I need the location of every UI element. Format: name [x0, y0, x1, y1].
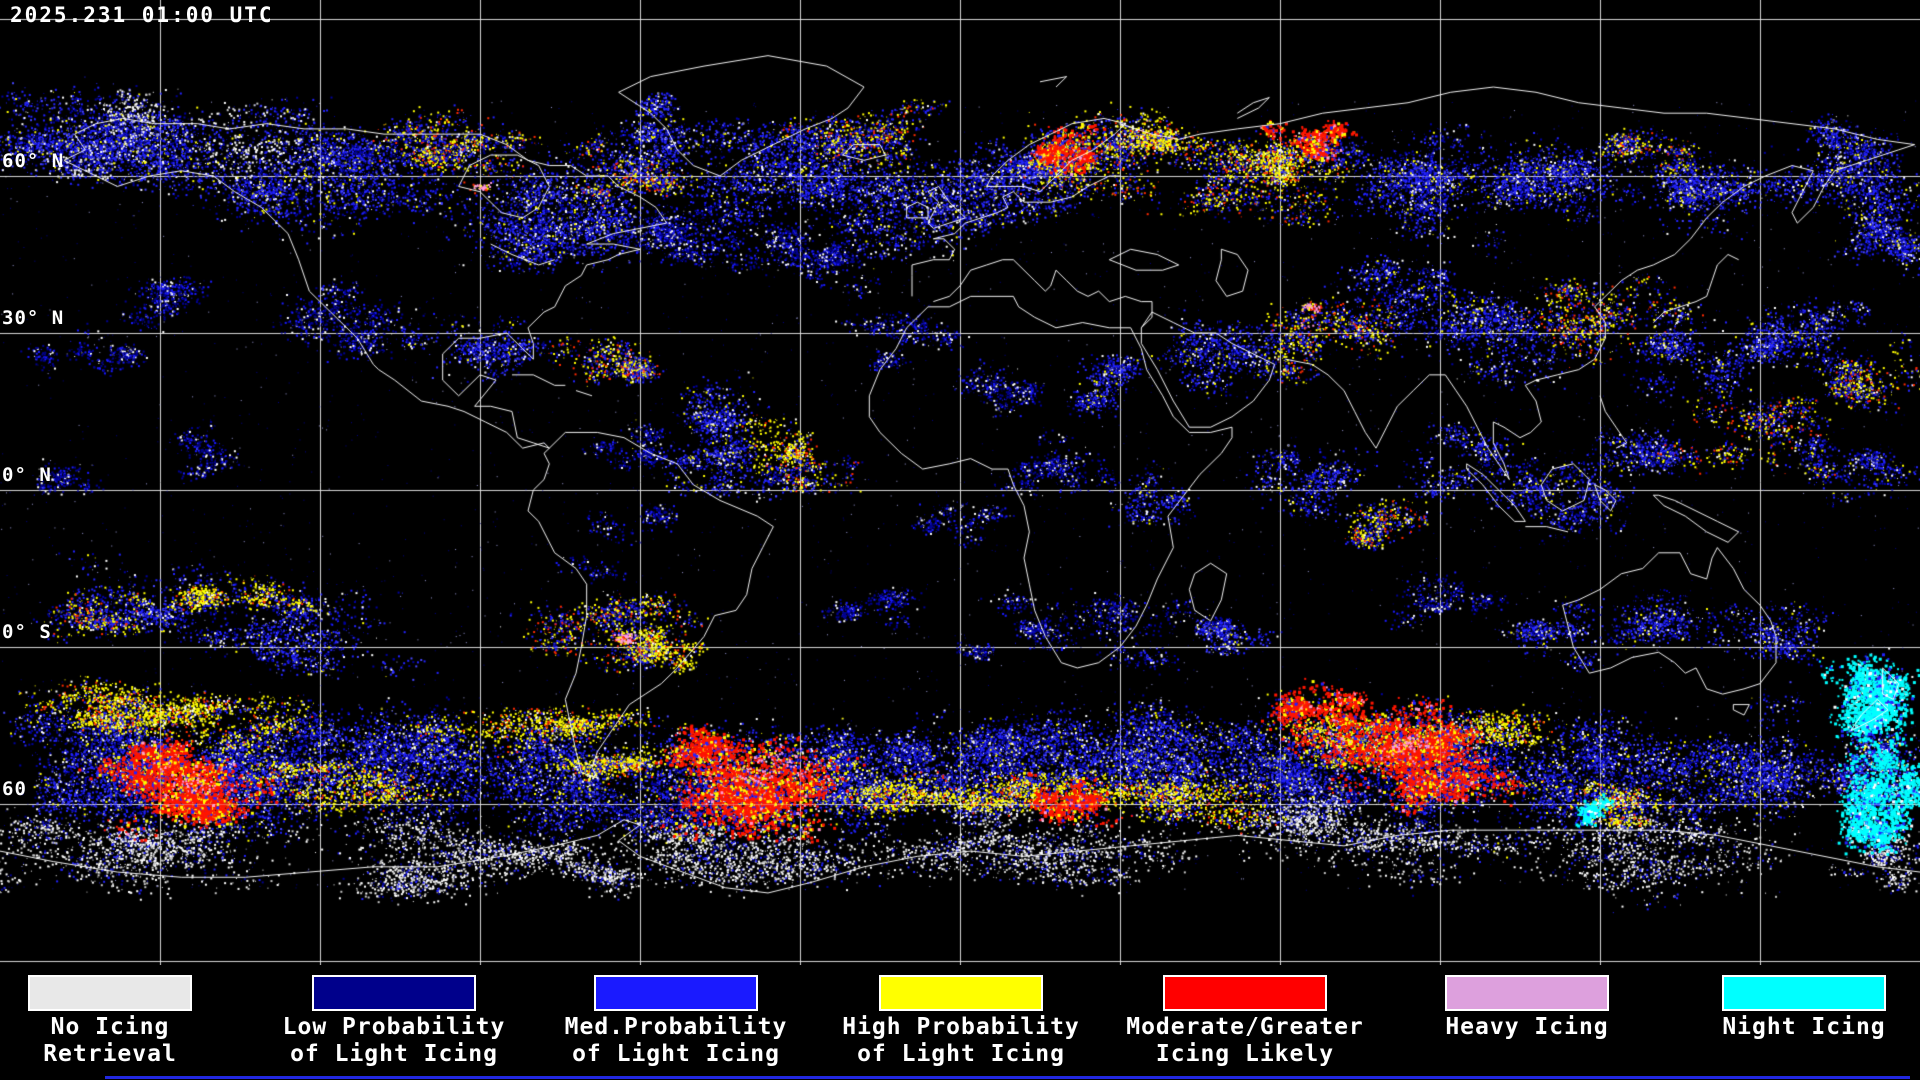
legend-item-night: Night Icing [1664, 965, 1920, 1041]
legend-label: Low Probability [282, 1014, 506, 1040]
legend-swatch-heavy [1445, 975, 1609, 1011]
legend-label: Heavy Icing [1445, 1014, 1609, 1040]
legend-swatch-med-prob [594, 975, 758, 1011]
legend-item-moderate: Moderate/Greater Icing Likely [1105, 965, 1385, 1068]
legend-label: Retrieval [43, 1041, 177, 1067]
legend-label: of Light Icing [857, 1041, 1065, 1067]
lat-label-60s: 60 [2, 778, 27, 800]
legend-swatch-night [1722, 975, 1886, 1011]
legend-swatch-high-prob [879, 975, 1043, 1011]
legend-item-high-prob: High Probability of Light Icing [821, 965, 1101, 1068]
legend-swatch-low-prob [312, 975, 476, 1011]
legend-label: of Light Icing [290, 1041, 498, 1067]
bottom-blue-line [105, 1076, 1910, 1079]
legend-label: Night Icing [1722, 1014, 1886, 1040]
legend-item-low-prob: Low Probability of Light Icing [254, 965, 534, 1068]
icing-map-area: 2025.231 01:00 UTC 60° N 30° N 0° N 0° S… [0, 0, 1920, 965]
lat-label-30n: 30° N [2, 307, 65, 329]
legend: No Icing Retrieval Low Probability of Li… [0, 965, 1920, 1080]
icing-map-canvas [0, 0, 1920, 965]
legend-label: Moderate/Greater [1126, 1014, 1364, 1040]
lat-label-0n: 0° N [2, 464, 52, 486]
legend-label: High Probability [842, 1014, 1080, 1040]
legend-swatch-moderate [1163, 975, 1327, 1011]
timestamp: 2025.231 01:00 UTC [10, 3, 274, 27]
legend-label: No Icing [50, 1014, 170, 1040]
legend-label: of Light Icing [572, 1041, 780, 1067]
legend-label: Icing Likely [1155, 1041, 1335, 1067]
legend-item-no-icing: No Icing Retrieval [0, 965, 250, 1068]
lat-label-60n: 60° N [2, 150, 65, 172]
legend-swatch-no-icing [28, 975, 192, 1011]
legend-item-heavy: Heavy Icing [1387, 965, 1667, 1041]
lat-label-30s: 0° S [2, 621, 52, 643]
legend-label: Med.Probability [564, 1014, 788, 1040]
legend-item-med-prob: Med.Probability of Light Icing [536, 965, 816, 1068]
